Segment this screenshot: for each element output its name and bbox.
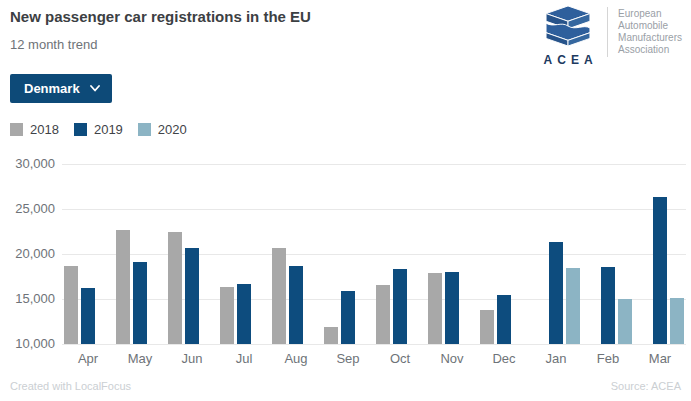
y-axis-label: 25,000 xyxy=(0,201,55,216)
bar-apr-2019[interactable] xyxy=(81,288,95,344)
bar-group-oct xyxy=(374,149,426,344)
bar-group-jan xyxy=(530,149,582,344)
bar-may-2019[interactable] xyxy=(133,262,147,344)
bar-jan-2020[interactable] xyxy=(566,268,580,345)
x-axis-label: Aug xyxy=(270,351,322,366)
bar-oct-2018[interactable] xyxy=(376,285,390,344)
bar-jul-2018[interactable] xyxy=(220,287,234,344)
source-text: Source: ACEA xyxy=(611,380,681,392)
x-axis-label: Feb xyxy=(582,351,634,366)
bar-feb-2020[interactable] xyxy=(618,299,632,344)
bar-may-2018[interactable] xyxy=(116,230,130,344)
bar-jul-2019[interactable] xyxy=(237,284,251,344)
bar-mar-2019[interactable] xyxy=(653,197,667,344)
x-axis-label: Sep xyxy=(322,351,374,366)
bar-group-dec xyxy=(478,149,530,344)
x-axis-label: Apr xyxy=(62,351,114,366)
bar-group-feb xyxy=(582,149,634,344)
x-axis-label: Jun xyxy=(166,351,218,366)
bar-chart: 10,00015,00020,00025,00030,000AprMayJunJ… xyxy=(0,0,691,401)
y-axis-label: 20,000 xyxy=(0,246,55,261)
x-axis-label: Dec xyxy=(478,351,530,366)
bar-group-apr xyxy=(62,149,114,344)
chart-widget: New passenger car registrations in the E… xyxy=(0,0,691,401)
x-axis-label: Mar xyxy=(634,351,686,366)
bar-mar-2020[interactable] xyxy=(670,298,684,344)
bar-feb-2019[interactable] xyxy=(601,267,615,344)
attribution-text: Created with LocalFocus xyxy=(10,380,131,392)
y-axis-label: 30,000 xyxy=(0,156,55,171)
bar-group-jun xyxy=(166,149,218,344)
bar-group-sep xyxy=(322,149,374,344)
bar-dec-2018[interactable] xyxy=(480,310,494,344)
y-axis-label: 15,000 xyxy=(0,291,55,306)
bar-aug-2018[interactable] xyxy=(272,248,286,344)
bar-group-mar xyxy=(634,149,686,344)
bar-apr-2018[interactable] xyxy=(64,266,78,344)
bar-jan-2019[interactable] xyxy=(549,242,563,344)
gridline xyxy=(62,344,686,345)
x-axis-label: Oct xyxy=(374,351,426,366)
bar-dec-2019[interactable] xyxy=(497,295,511,344)
bar-group-jul xyxy=(218,149,270,344)
x-axis-label: May xyxy=(114,351,166,366)
x-axis-label: Jan xyxy=(530,351,582,366)
x-axis-label: Jul xyxy=(218,351,270,366)
bar-group-aug xyxy=(270,149,322,344)
bar-group-nov xyxy=(426,149,478,344)
bar-jun-2018[interactable] xyxy=(168,232,182,345)
bar-group-may xyxy=(114,149,166,344)
bar-nov-2018[interactable] xyxy=(428,273,442,344)
bar-jun-2019[interactable] xyxy=(185,248,199,344)
y-axis-label: 10,000 xyxy=(0,336,55,351)
x-axis-label: Nov xyxy=(426,351,478,366)
bar-aug-2019[interactable] xyxy=(289,266,303,344)
bar-oct-2019[interactable] xyxy=(393,269,407,344)
bar-nov-2019[interactable] xyxy=(445,272,459,344)
bar-sep-2018[interactable] xyxy=(324,327,338,344)
bar-sep-2019[interactable] xyxy=(341,291,355,344)
